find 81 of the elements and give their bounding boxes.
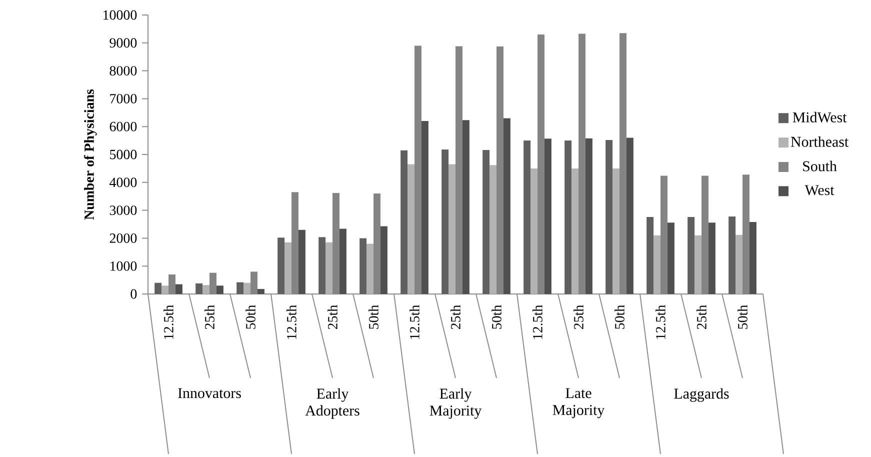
y-tick-label: 1000 bbox=[110, 261, 137, 271]
bar bbox=[442, 149, 449, 294]
bar bbox=[626, 138, 634, 294]
text: Early Adopters bbox=[305, 388, 360, 419]
bar bbox=[216, 286, 224, 294]
legend-label: MidWest bbox=[792, 112, 847, 122]
text: Innovators bbox=[178, 388, 241, 398]
x-tick-label: 25th bbox=[204, 305, 214, 330]
bar bbox=[408, 164, 415, 294]
x-tick-label: 25th bbox=[574, 305, 584, 330]
bar bbox=[544, 138, 552, 294]
bar bbox=[421, 121, 428, 294]
x-tick-label: 12.5th bbox=[164, 305, 174, 339]
y-tick-label: 2000 bbox=[110, 233, 137, 243]
bar bbox=[154, 282, 162, 294]
bar bbox=[462, 120, 470, 294]
bar bbox=[482, 150, 490, 294]
x-tick-label: 50th bbox=[614, 305, 624, 329]
bar bbox=[284, 242, 292, 294]
y-tick-label: 9000 bbox=[110, 38, 137, 48]
bar bbox=[736, 234, 743, 294]
bar bbox=[694, 235, 702, 294]
bar bbox=[196, 283, 203, 294]
bar bbox=[654, 235, 661, 294]
bar bbox=[688, 216, 695, 294]
bar bbox=[202, 285, 210, 294]
bar bbox=[360, 238, 367, 294]
bar bbox=[236, 282, 244, 294]
bar bbox=[380, 226, 388, 294]
bar bbox=[257, 288, 264, 294]
x-tick-label: 25th bbox=[450, 305, 460, 330]
x-tick-label: 25th bbox=[696, 305, 706, 330]
legend-label: Northeast bbox=[790, 136, 848, 147]
text: Early Majority bbox=[430, 388, 482, 419]
bar bbox=[564, 140, 572, 294]
x-tick-label: 50th bbox=[246, 305, 256, 329]
bar bbox=[728, 216, 736, 294]
text: Laggards bbox=[674, 388, 729, 402]
bar bbox=[339, 228, 346, 294]
bar bbox=[606, 140, 613, 294]
bar bbox=[708, 222, 716, 294]
text: Late Majority bbox=[552, 388, 605, 418]
bar bbox=[749, 222, 756, 294]
legend-label: South bbox=[803, 160, 837, 172]
x-tick-label: 50th bbox=[738, 305, 748, 329]
x-tick-label: 50th bbox=[492, 305, 502, 329]
bar bbox=[503, 118, 510, 294]
x-tick-label: 12.5th bbox=[532, 305, 542, 339]
y-tick-label: 0 bbox=[130, 289, 137, 299]
bar bbox=[162, 286, 168, 294]
bar bbox=[366, 244, 374, 294]
y-tick-label: 5000 bbox=[110, 150, 137, 160]
bar bbox=[612, 168, 620, 294]
x-tick-label: 12.5th bbox=[656, 305, 666, 339]
bar bbox=[530, 168, 538, 294]
bar bbox=[175, 284, 182, 294]
y-tick-label: 6000 bbox=[110, 122, 137, 132]
bar bbox=[585, 138, 592, 294]
bar bbox=[318, 237, 326, 294]
x-tick-label: 25th bbox=[328, 305, 338, 330]
bar bbox=[646, 216, 654, 294]
y-tick-label: 10000 bbox=[104, 10, 137, 20]
bar bbox=[448, 164, 456, 294]
y-tick-label: 4000 bbox=[110, 178, 137, 188]
legend-label: West bbox=[804, 185, 834, 196]
bar bbox=[278, 238, 285, 294]
bar bbox=[490, 165, 497, 294]
bar bbox=[400, 150, 408, 294]
y-tick-label: 3000 bbox=[110, 206, 137, 216]
y-tick-label: 7000 bbox=[110, 94, 137, 104]
bar bbox=[572, 168, 579, 294]
x-tick-label: 12.5th bbox=[286, 305, 296, 339]
x-tick-label: 50th bbox=[368, 305, 378, 329]
bar bbox=[524, 140, 531, 294]
y-tick-label: 8000 bbox=[110, 66, 137, 76]
bar bbox=[298, 230, 306, 294]
y-axis-title: Number of Physicians bbox=[84, 89, 97, 220]
bar bbox=[326, 242, 333, 294]
x-tick-label: 12.5th bbox=[410, 305, 420, 339]
bar bbox=[667, 222, 674, 294]
bar bbox=[244, 282, 251, 294]
